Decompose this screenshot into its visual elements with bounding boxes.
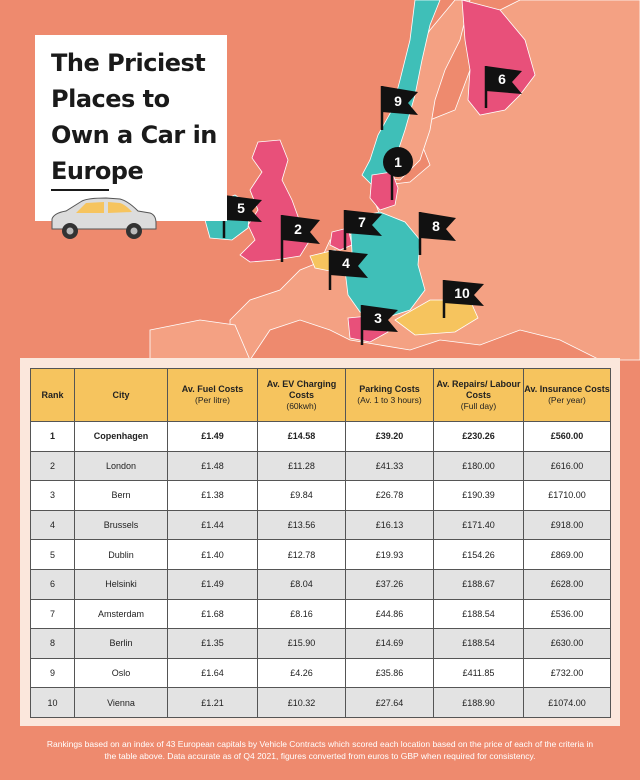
flag-number: 4	[342, 255, 350, 271]
table-row: 5 Dublin £1.40 £12.78 £19.93 £154.26 £869.00	[30, 539, 611, 570]
flag-number: 7	[358, 214, 366, 230]
flag-marker-9: 9	[380, 86, 418, 130]
table-row: 4 Brussels £1.44 £13.56 £16.13 £171.40 £918.00	[30, 509, 611, 541]
header-rank: Rank	[30, 368, 75, 422]
table-row: 9 Oslo £1.64 £4.26 £35.86 £411.85 £732.00	[30, 657, 611, 689]
flag-marker-8: 8	[418, 212, 456, 255]
flag-number: 2	[294, 221, 302, 237]
footnote: Rankings based on an index of 43 Europea…	[46, 739, 594, 761]
header-fuel: Av. Fuel Costs (Per litre)	[167, 368, 258, 422]
flag-number: 1	[394, 154, 402, 170]
flag-number: 5	[237, 200, 245, 216]
page-title: The Priciest Places to Own a Car in Euro…	[51, 49, 217, 185]
country-austria	[394, 299, 479, 336]
header-city: City	[74, 368, 168, 422]
flag-marker-3: 3	[360, 305, 398, 345]
flag-number: 9	[394, 93, 402, 109]
flag-marker-2: 2	[280, 215, 320, 262]
table-row: 1 Copenhagen £1.49 £14.58 £39.20 £230.26 £560.…	[30, 421, 611, 452]
table-row: 2 London £1.48 £11.28 £41.33 £180.00 £616.00	[30, 450, 611, 482]
table-row: 8 Berlin £1.35 £15.90 £14.69 £188.54 £630.00	[30, 628, 611, 659]
flag-marker-4: 4	[328, 250, 368, 290]
flag-marker-10: 10	[442, 280, 484, 318]
flag-number: 10	[454, 285, 470, 301]
header-insurance: Av. Insurance Costs (Per year)	[523, 368, 611, 422]
flag-marker-7: 7	[343, 210, 382, 250]
header-parking: Parking Costs (Av. 1 to 3 hours)	[345, 368, 434, 422]
flag-number: 6	[498, 71, 506, 87]
costs-table: Rank City Av. Fuel Costs (Per litre) Av. …	[30, 368, 611, 718]
table-row: 6 Helsinki £1.49 £8.04 £37.26 £188.67 £628.00	[30, 568, 611, 600]
header-repairs: Av. Repairs/ Labour Costs (Full day)	[433, 368, 524, 422]
title-card: The Priciest Places to Own a Car in Euro…	[35, 35, 227, 221]
table-header-row: Rank City Av. Fuel Costs (Per litre) Av. …	[30, 368, 611, 422]
table-row: 10 Vienna £1.21 £10.32 £27.64 £188.90 £1074.00	[30, 687, 611, 718]
flag-marker-1: 1	[383, 147, 413, 200]
flag-number: 8	[432, 218, 440, 234]
header-ev: Av. EV Charging Costs (60kwh)	[257, 368, 346, 422]
country-denmark	[369, 171, 399, 211]
title-divider	[51, 189, 109, 191]
car-icon	[51, 197, 157, 239]
iberia-land	[149, 319, 251, 361]
flag-marker-6: 6	[484, 66, 522, 108]
table-row: 3 Bern £1.38 £9.84 £26.78 £190.39 £1710.00	[30, 480, 611, 511]
table-row: 7 Amsterdam £1.68 £8.16 £44.86 £188.54 £536.00	[30, 598, 611, 630]
flag-number: 3	[374, 310, 382, 326]
table-panel: Rank City Av. Fuel Costs (Per litre) Av. …	[20, 358, 620, 726]
country-finland	[461, 0, 536, 116]
